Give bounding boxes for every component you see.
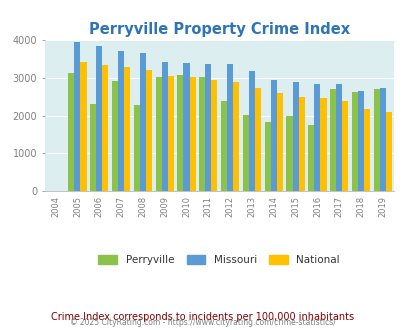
Bar <box>313 84 320 191</box>
Bar <box>112 82 118 191</box>
Bar <box>118 50 124 191</box>
Bar <box>161 62 167 191</box>
Bar <box>329 89 335 191</box>
Bar <box>183 63 189 191</box>
Bar <box>205 64 211 191</box>
Bar <box>177 75 183 191</box>
Bar <box>232 82 239 191</box>
Bar <box>226 64 232 191</box>
Bar <box>385 112 391 191</box>
Bar <box>341 101 347 191</box>
Bar <box>133 105 139 191</box>
Bar <box>320 98 326 191</box>
Bar <box>80 62 86 191</box>
Bar <box>363 110 369 191</box>
Bar <box>167 76 173 191</box>
Bar <box>242 115 248 191</box>
Bar <box>124 67 130 191</box>
Bar <box>248 72 254 191</box>
Bar <box>276 93 282 191</box>
Bar <box>351 92 357 191</box>
Title: Perryville Property Crime Index: Perryville Property Crime Index <box>88 22 349 37</box>
Bar <box>211 80 217 191</box>
Bar <box>373 88 379 191</box>
Bar <box>96 46 102 191</box>
Bar <box>357 91 363 191</box>
Bar <box>220 101 226 191</box>
Text: Crime Index corresponds to incidents per 100,000 inhabitants: Crime Index corresponds to incidents per… <box>51 312 354 322</box>
Bar <box>298 97 304 191</box>
Bar <box>292 82 298 191</box>
Bar <box>286 116 292 191</box>
Text: © 2025 CityRating.com - https://www.cityrating.com/crime-statistics/: © 2025 CityRating.com - https://www.city… <box>70 318 335 327</box>
Bar <box>264 122 270 191</box>
Bar <box>74 42 80 191</box>
Bar <box>254 88 260 191</box>
Legend: Perryville, Missouri, National: Perryville, Missouri, National <box>98 255 339 265</box>
Bar <box>155 77 161 191</box>
Bar <box>270 80 276 191</box>
Bar <box>335 84 341 191</box>
Bar <box>189 77 195 191</box>
Bar <box>102 65 108 191</box>
Bar <box>199 77 205 191</box>
Bar <box>307 125 313 191</box>
Bar <box>68 73 74 191</box>
Bar <box>139 53 145 191</box>
Bar <box>379 88 385 191</box>
Bar <box>90 104 96 191</box>
Bar <box>145 70 151 191</box>
